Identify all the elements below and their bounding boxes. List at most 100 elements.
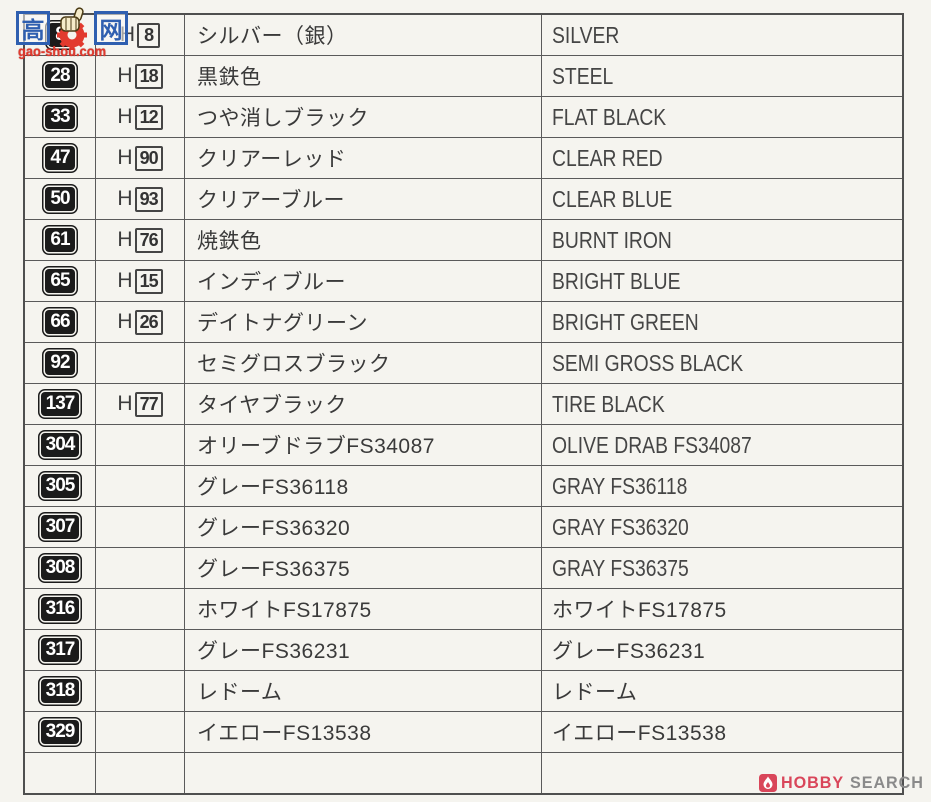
japanese-name-cell: タイヤブラック — [185, 384, 542, 424]
paint-number-badge: 305 — [40, 474, 80, 498]
aqueous-h-prefix: H — [117, 187, 133, 210]
paint-number-cell: 65 — [25, 261, 96, 301]
english-name: CLEAR RED — [552, 144, 663, 171]
watermark-domain-text: gao-shou.com — [18, 43, 107, 59]
paint-number-cell — [25, 753, 96, 793]
english-name: レドーム — [552, 681, 638, 704]
aqueous-code-cell: H 93 — [96, 179, 185, 219]
japanese-name: ホワイトFS17875 — [197, 599, 372, 622]
table-row — [25, 753, 902, 793]
paint-color-table: 8H8シルバー（銀）SILVER28H18黒鉄色STEEL33H12つや消しブラ… — [23, 13, 904, 795]
aqueous-h-prefix: H — [117, 310, 133, 333]
paint-number-cell: 28 — [25, 56, 96, 96]
paint-number-cell: 304 — [25, 425, 96, 465]
japanese-name-cell: インディブルー — [185, 261, 542, 301]
aqueous-code-cell — [96, 589, 185, 629]
english-name-cell: GRAY FS36375 — [542, 548, 902, 588]
paint-number-badge: 137 — [40, 392, 80, 416]
japanese-name: デイトナグリーン — [197, 312, 368, 335]
paint-number-cell: 308 — [25, 548, 96, 588]
english-name: GRAY FS36118 — [552, 472, 688, 499]
japanese-name-cell: 焼鉄色 — [185, 220, 542, 260]
japanese-name-cell: シルバー（銀） — [185, 15, 542, 55]
japanese-name-cell: 黒鉄色 — [185, 56, 542, 96]
paint-number-badge: 61 — [45, 228, 75, 252]
english-name-cell: BURNT IRON — [542, 220, 902, 260]
paint-number-badge: 65 — [45, 269, 75, 293]
japanese-name-cell: セミグロスブラック — [185, 343, 542, 383]
table-row: 308 グレーFS36375 GRAY FS36375 — [25, 548, 902, 589]
aqueous-code-cell: H 12 — [96, 97, 185, 137]
flame-icon — [758, 774, 777, 792]
aqueous-code-cell — [96, 343, 185, 383]
english-name: SEMI GROSS BLACK — [552, 349, 744, 376]
paint-number-cell: 50 — [25, 179, 96, 219]
paint-number-badge: 47 — [45, 146, 75, 170]
table-row: 305 グレーFS36118 GRAY FS36118 — [25, 466, 902, 507]
paint-number-badge: 92 — [45, 351, 75, 375]
english-name-cell: レドーム — [542, 671, 902, 711]
japanese-name: グレーFS36375 — [197, 558, 351, 581]
paint-number-badge: 317 — [40, 638, 80, 662]
watermark-char-gao: 高 — [16, 11, 50, 45]
table-row: 304 オリーブドラブFS34087 OLIVE DRAB FS34087 — [25, 425, 902, 466]
paint-number-cell: 92 — [25, 343, 96, 383]
english-name: FLAT BLACK — [552, 103, 667, 130]
english-name: GRAY FS36375 — [552, 554, 689, 581]
english-name-cell: グレーFS36231 — [542, 630, 902, 670]
japanese-name-cell: つや消しブラック — [185, 97, 542, 137]
japanese-name-cell: クリアーレッド — [185, 138, 542, 178]
paint-number-badge: 329 — [40, 720, 80, 744]
table-row: 137 H 77 タイヤブラック TIRE BLACK — [25, 384, 902, 425]
table-row: 65 H 15 インディブルー BRIGHT BLUE — [25, 261, 902, 302]
japanese-name: クリアーブルー — [197, 189, 345, 212]
japanese-name-cell: グレーFS36375 — [185, 548, 542, 588]
paint-number-badge: 316 — [40, 597, 80, 621]
table-row: 307 グレーFS36320 GRAY FS36320 — [25, 507, 902, 548]
japanese-name: セミグロスブラック — [197, 353, 391, 376]
aqueous-h-number: 8 — [137, 22, 161, 48]
aqueous-code-cell — [96, 671, 185, 711]
japanese-name-cell: グレーFS36320 — [185, 507, 542, 547]
watermark-char-wang: 网 — [94, 11, 128, 45]
paint-number-badge: 304 — [40, 433, 80, 457]
english-name: OLIVE DRAB FS34087 — [552, 431, 752, 458]
table-row: 28 H 18 黒鉄色 STEEL — [25, 56, 902, 97]
table-row: 92 セミグロスブラック SEMI GROSS BLACK — [25, 343, 902, 384]
aqueous-code-cell — [96, 630, 185, 670]
aqueous-code-cell: H 15 — [96, 261, 185, 301]
aqueous-h-number: 93 — [134, 186, 163, 212]
japanese-name-cell: デイトナグリーン — [185, 302, 542, 342]
hobby-search-logo: HOBBY SEARCH — [758, 773, 928, 793]
aqueous-code-cell: H 18 — [96, 56, 185, 96]
japanese-name-cell: グレーFS36118 — [185, 466, 542, 506]
english-name-cell: CLEAR RED — [542, 138, 902, 178]
japanese-name: グレーFS36231 — [197, 640, 351, 663]
aqueous-h-prefix: H — [117, 392, 133, 415]
japanese-name: シルバー（銀） — [197, 25, 348, 48]
japanese-name-cell: レドーム — [185, 671, 542, 711]
aqueous-code-cell — [96, 753, 185, 793]
english-name: グレーFS36231 — [552, 640, 706, 663]
paint-number-badge: 50 — [45, 187, 75, 211]
japanese-name: つや消しブラック — [197, 107, 369, 130]
aqueous-code-cell — [96, 507, 185, 547]
paint-number-cell: 47 — [25, 138, 96, 178]
english-name-cell: TIRE BLACK — [542, 384, 902, 424]
english-name-cell: ホワイトFS17875 — [542, 589, 902, 629]
japanese-name: クリアーレッド — [197, 148, 347, 171]
paint-number-badge: 307 — [40, 515, 80, 539]
aqueous-code-cell — [96, 712, 185, 752]
english-name: CLEAR BLUE — [552, 185, 673, 212]
english-name: BRIGHT BLUE — [552, 267, 681, 294]
japanese-name-cell — [185, 753, 542, 793]
paint-number-cell: 316 — [25, 589, 96, 629]
logo-text-hobby: HOBBY — [780, 773, 844, 792]
english-name: BRIGHT GREEN — [552, 308, 699, 335]
aqueous-code-cell: H 26 — [96, 302, 185, 342]
paint-number-cell: 137 — [25, 384, 96, 424]
aqueous-h-prefix: H — [117, 269, 133, 292]
paint-number-badge: 308 — [40, 556, 80, 580]
aqueous-h-number: 90 — [134, 145, 163, 171]
table-row: 317 グレーFS36231 グレーFS36231 — [25, 630, 902, 671]
